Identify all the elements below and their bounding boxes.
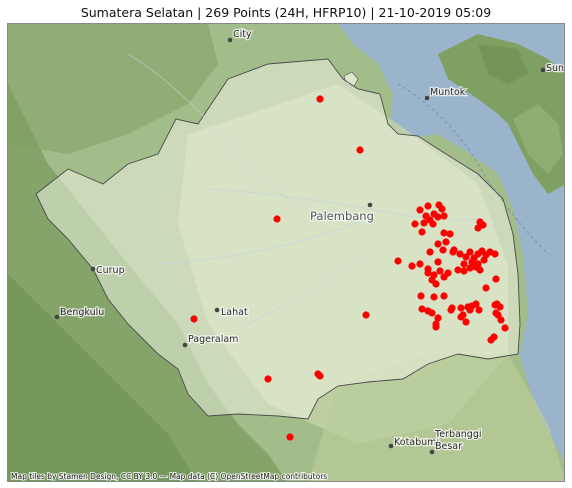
hotspot-marker xyxy=(418,305,426,313)
lampung-lowland xyxy=(308,354,564,481)
hotspot-marker xyxy=(411,220,419,228)
river-3 xyxy=(127,53,309,205)
hotspot-marker xyxy=(418,228,426,236)
place-label-palembang: Palembang xyxy=(310,209,374,223)
place-label-besar: Besar xyxy=(435,441,462,452)
hotspot-marker xyxy=(462,253,470,261)
hotspot-marker xyxy=(460,260,468,268)
hotspot-marker xyxy=(432,280,440,288)
hotspot-marker xyxy=(460,267,468,275)
hotspot-marker xyxy=(394,257,402,265)
river-2 xyxy=(157,213,370,265)
place-label-muntok: Muntok xyxy=(430,87,466,98)
hotspot-marker xyxy=(190,315,198,323)
hotspot-marker xyxy=(446,230,454,238)
hotspot-marker xyxy=(434,240,442,248)
place-label-sun: Sun xyxy=(546,63,564,74)
hotspot-marker xyxy=(429,220,437,228)
hotspot-marker xyxy=(442,238,450,246)
place-label-kotabumi: Kotabumi xyxy=(394,437,439,448)
river-4 xyxy=(247,258,359,325)
hotspot-marker xyxy=(466,306,474,314)
hotspot-marker xyxy=(416,206,424,214)
hotspot-marker xyxy=(362,311,370,319)
bangka-hills xyxy=(478,44,528,84)
bangka-east xyxy=(513,104,563,174)
hotspot-marker xyxy=(457,304,465,312)
map-canvas[interactable]: City Muntok Sun Palembang Curup Bengkulu… xyxy=(7,23,565,482)
hotspot-marker xyxy=(273,215,281,223)
hotspot-marker xyxy=(475,306,483,314)
hotspot-marker xyxy=(435,201,443,209)
place-label-city: City xyxy=(233,29,252,40)
hotspot-marker xyxy=(432,323,440,331)
hotspot-marker xyxy=(316,95,324,103)
hotspot-layer xyxy=(190,95,509,441)
hotspot-marker xyxy=(264,375,272,383)
hotspot-marker xyxy=(434,213,442,221)
hotspot-marker xyxy=(428,309,436,317)
hotspot-marker xyxy=(450,246,458,254)
hotspot-marker xyxy=(426,248,434,256)
hotspot-marker xyxy=(434,258,442,266)
hotspot-marker xyxy=(420,219,428,227)
hotspot-marker xyxy=(356,146,364,154)
hotspot-marker xyxy=(459,311,467,319)
place-label-bengkulu: Bengkulu xyxy=(60,307,104,318)
hotspot-marker xyxy=(439,246,447,254)
map-attribution: Map tiles by Stamen Design, CC BY 3.0 — … xyxy=(11,472,327,481)
hotspot-marker xyxy=(497,316,505,324)
hotspot-marker xyxy=(448,304,456,312)
hotspot-marker xyxy=(487,336,495,344)
hotspot-marker xyxy=(492,275,500,283)
hotspot-marker xyxy=(456,250,464,258)
north-hills xyxy=(8,24,218,154)
hotspot-marker xyxy=(462,318,470,326)
hotspot-marker xyxy=(440,229,448,237)
hotspot-marker xyxy=(440,292,448,300)
hotspot-marker xyxy=(316,372,324,380)
hotspot-marker xyxy=(501,324,509,332)
place-label-curup: Curup xyxy=(96,265,125,276)
place-label-lahat: Lahat xyxy=(221,307,248,318)
hotspot-marker xyxy=(479,221,487,229)
hotspot-marker xyxy=(424,269,432,277)
hotspot-marker xyxy=(466,248,474,256)
map-title: Sumatera Selatan | 269 Points (24H, HFRP… xyxy=(80,5,492,20)
hotspot-marker xyxy=(408,262,416,270)
place-dots xyxy=(54,37,546,455)
hotspot-marker xyxy=(476,266,484,274)
province-area xyxy=(35,58,521,420)
hotspot-marker xyxy=(436,267,444,275)
hotspot-marker xyxy=(491,250,499,258)
hotspot-marker xyxy=(496,303,504,311)
coastal-mountains xyxy=(8,274,197,481)
hotspot-marker xyxy=(430,293,438,301)
hotspot-marker xyxy=(454,266,462,274)
hotspot-marker xyxy=(416,260,424,268)
hotspot-marker xyxy=(417,292,425,300)
hotspot-marker xyxy=(424,202,432,210)
hotspot-marker xyxy=(434,314,442,322)
hotspot-marker xyxy=(466,264,474,272)
hotspot-marker xyxy=(444,269,452,277)
river-1 xyxy=(207,188,479,221)
place-label-terbanggi: Terbanggi xyxy=(434,429,482,440)
hotspot-marker xyxy=(440,212,448,220)
hotspot-marker xyxy=(482,284,490,292)
hotspot-marker xyxy=(286,433,294,441)
hotspot-marker xyxy=(468,258,476,266)
shipping-lane xyxy=(397,83,549,255)
hotspot-marker xyxy=(480,256,488,264)
place-label-pageralam: Pageralam xyxy=(188,334,238,345)
